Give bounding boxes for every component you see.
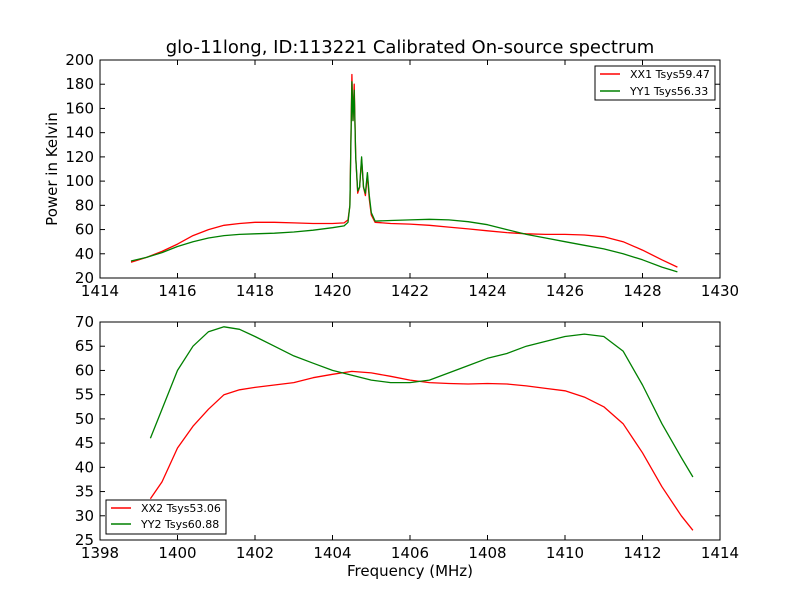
y-tick-label: 45 (75, 434, 94, 452)
y-tick-label: 40 (75, 245, 94, 263)
top-y-axis-label: Power in Kelvin (43, 112, 61, 226)
bottom-series-lines (149, 326, 694, 531)
top-series-lines (130, 73, 678, 273)
x-tick-label: 1402 (236, 544, 274, 562)
y-tick-label: 40 (75, 458, 94, 476)
y-tick-label: 120 (65, 148, 94, 166)
y-tick-label: 30 (75, 507, 94, 525)
bottom-spectrum-panel: 1398 1400 1402 1404 1406 1408 1410 1412 1414 25 3… (75, 313, 739, 580)
y-tick-label: 200 (65, 51, 94, 69)
legend-label-xx1: XX1 Tsys59.47 (630, 68, 710, 81)
x-tick-label: 1424 (468, 282, 506, 300)
x-tick-label: 1398 (81, 544, 119, 562)
bottom-x-axis: 1398 1400 1402 1404 1406 1408 1410 1412 1414 (81, 322, 739, 562)
x-tick-label: 1428 (623, 282, 661, 300)
y-tick-label: 100 (65, 172, 94, 190)
series-line-yy1 (130, 81, 678, 273)
x-tick-label: 1400 (158, 544, 196, 562)
x-tick-label: 1414 (81, 282, 119, 300)
chart-title: glo-11long, ID:113221 Calibrated On-sour… (166, 37, 655, 58)
top-x-axis: 1414 1416 1418 1420 1422 1424 1426 1428 1430 (81, 60, 739, 300)
x-tick-label: 1422 (391, 282, 429, 300)
top-y-axis: 20 40 60 80 100 120 140 160 180 200 (65, 51, 720, 287)
x-tick-label: 1406 (391, 544, 429, 562)
series-line-xx2 (149, 370, 694, 531)
x-tick-label: 1430 (701, 282, 739, 300)
x-tick-label: 1414 (701, 544, 739, 562)
top-legend: XX1 Tsys59.47 YY1 Tsys56.33 (594, 65, 716, 101)
legend-label-yy2: YY2 Tsys60.88 (140, 518, 219, 531)
y-tick-label: 20 (75, 269, 94, 287)
y-tick-label: 25 (75, 531, 94, 549)
y-tick-label: 180 (65, 75, 94, 93)
y-tick-label: 70 (75, 313, 94, 331)
y-tick-label: 50 (75, 410, 94, 428)
x-tick-label: 1418 (236, 282, 274, 300)
bottom-y-axis: 25 30 35 40 45 50 55 60 65 70 (75, 313, 720, 549)
y-tick-label: 55 (75, 386, 94, 404)
bottom-legend-box (105, 499, 227, 535)
x-tick-label: 1408 (468, 544, 506, 562)
y-tick-label: 35 (75, 483, 94, 501)
x-tick-label: 1404 (313, 544, 351, 562)
y-tick-label: 60 (75, 361, 94, 379)
x-tick-label: 1412 (623, 544, 661, 562)
legend-label-xx2: XX2 Tsys53.06 (141, 502, 221, 515)
y-tick-label: 80 (75, 196, 94, 214)
y-tick-label: 140 (65, 124, 94, 142)
x-tick-label: 1420 (313, 282, 351, 300)
bottom-legend: XX2 Tsys53.06 YY2 Tsys60.88 (105, 499, 227, 535)
x-tick-label: 1410 (546, 544, 584, 562)
legend-label-yy1: YY1 Tsys56.33 (629, 85, 708, 98)
series-line-yy2 (149, 326, 694, 478)
y-tick-label: 65 (75, 337, 94, 355)
top-legend-box (594, 65, 716, 101)
y-tick-label: 160 (65, 99, 94, 117)
y-tick-label: 60 (75, 221, 94, 239)
top-spectrum-panel: 1414 1416 1418 1420 1422 1424 1426 1428 1430 20 4… (43, 51, 739, 300)
bottom-x-axis-label: Frequency (MHz) (347, 562, 473, 580)
x-tick-label: 1416 (158, 282, 196, 300)
x-tick-label: 1426 (546, 282, 584, 300)
